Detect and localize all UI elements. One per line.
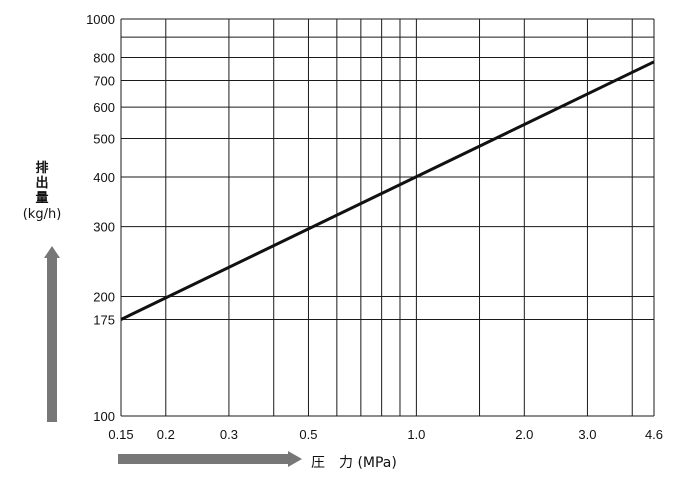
x-tick-label: 4.6	[645, 427, 663, 442]
y-tick-label: 800	[93, 50, 115, 65]
y-axis-label-unit: (kg/h)	[22, 207, 62, 222]
x-tick-label: 3.0	[578, 427, 596, 442]
y-tick-label: 400	[93, 170, 115, 185]
x-tick-label: 0.5	[299, 427, 317, 442]
x-axis-arrow-icon	[118, 451, 302, 467]
grid	[120, 18, 655, 417]
y-tick-label: 600	[93, 100, 115, 115]
x-axis-label: 圧 力 (MPa)	[311, 455, 397, 471]
y-axis-label-line-1: 排	[35, 161, 49, 176]
y-tick-labels: 100 175 200 300 400 500 600 700 800 1000	[86, 12, 115, 424]
x-tick-label: 0.15	[108, 427, 133, 442]
y-tick-label: 175	[93, 313, 115, 328]
y-tick-label: 700	[93, 73, 115, 88]
y-axis-arrow-icon	[44, 246, 60, 422]
y-tick-label: 500	[93, 132, 115, 147]
y-axis-label: 排 出 量 (kg/h)	[22, 161, 62, 223]
series	[120, 60, 655, 321]
x-tick-label: 0.3	[220, 427, 238, 442]
y-tick-label: 300	[93, 220, 115, 235]
x-tick-label: 0.2	[157, 427, 175, 442]
series-line	[120, 60, 655, 321]
y-tick-label: 200	[93, 289, 115, 304]
y-axis-label-line-2: 出	[35, 176, 49, 191]
y-tick-label: 1000	[86, 12, 115, 27]
x-tick-label: 1.0	[407, 427, 425, 442]
y-axis-label-line-3: 量	[35, 191, 49, 206]
x-tick-labels: 0.15 0.2 0.3 0.5 1.0 2.0 3.0 4.6	[108, 427, 663, 442]
y-tick-label: 100	[93, 409, 115, 424]
x-tick-label: 2.0	[515, 427, 533, 442]
